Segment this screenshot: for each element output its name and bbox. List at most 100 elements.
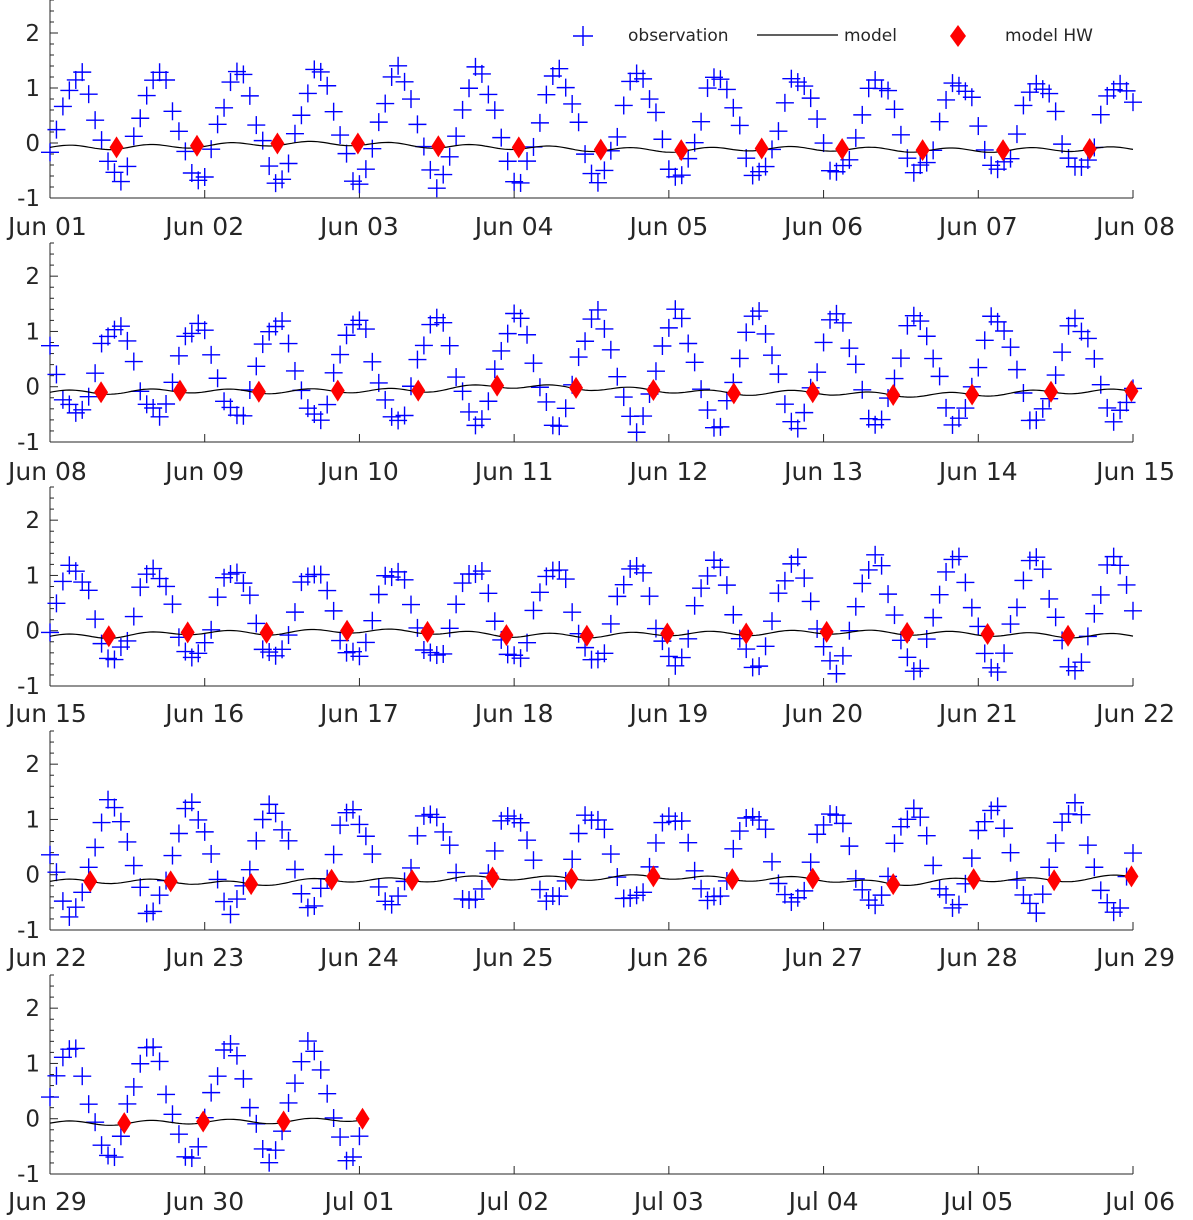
observation-point (402, 90, 420, 109)
observation-point (240, 1098, 259, 1117)
observation-point (53, 572, 72, 591)
observation-point (247, 614, 266, 633)
observation-point (369, 877, 388, 896)
observation-point (118, 832, 137, 851)
observation-point (530, 880, 549, 899)
y-tick-label: 2 (25, 752, 40, 778)
observation-point (227, 1046, 246, 1065)
observation-point (1001, 843, 1020, 862)
model-hw-point (646, 379, 661, 402)
observation-point (872, 410, 891, 429)
observation-point (66, 1039, 85, 1058)
legend-observation-marker (573, 26, 593, 46)
observation-point (737, 149, 756, 168)
observation-point (518, 325, 537, 344)
x-tick-label: Jun 12 (627, 457, 708, 486)
observation-point (227, 890, 246, 909)
model-hw-point (1124, 380, 1139, 403)
observation-point (150, 407, 169, 426)
y-tick-label: 1 (25, 319, 40, 345)
observation-point (698, 566, 717, 585)
legend-model-hw-label: model HW (1005, 26, 1093, 46)
model-hw-point (1044, 380, 1059, 403)
observation-point (692, 112, 711, 131)
observation-point (157, 1085, 176, 1104)
panel-2: -1 0 1 2 Jun 08 Jun 09 Jun 10 Jun 11 Jun 12 Jun 1… (6, 242, 1175, 486)
model-hw-point (490, 374, 505, 397)
observation-point (550, 59, 569, 78)
observation-point (537, 392, 556, 411)
observation-point (182, 324, 201, 343)
observation-point (653, 336, 672, 355)
observation-point (1091, 585, 1110, 604)
observation-point (634, 69, 653, 88)
observation-point (311, 1060, 330, 1079)
observation-point (169, 824, 188, 843)
model-hw-point (980, 623, 995, 646)
observation-point (389, 887, 408, 906)
observation-point (853, 380, 872, 399)
observation-point (975, 812, 994, 831)
x-tick-label: Jun 04 (473, 212, 554, 241)
observation-point (66, 898, 85, 917)
model-hw-point (276, 1110, 291, 1133)
observation-point (447, 863, 466, 882)
observation-point (279, 154, 298, 173)
observation-point (1027, 904, 1046, 923)
observation-point (846, 355, 865, 374)
observation-point (788, 548, 807, 567)
observation-point (105, 650, 124, 669)
observation-point (182, 793, 201, 812)
observation-point (814, 333, 833, 352)
x-tick-label: Jul 02 (477, 1187, 549, 1215)
observation-point (41, 1088, 59, 1107)
observation-point (659, 647, 678, 666)
observation-point (124, 856, 143, 875)
observation-point (447, 127, 466, 146)
observation-point (975, 331, 994, 350)
observation-point (60, 81, 79, 100)
observation-point (453, 382, 472, 401)
model-hw-point (674, 139, 689, 162)
observation-point (685, 596, 704, 615)
observation-point (318, 1084, 337, 1103)
observation-point (266, 804, 285, 823)
model-hw-point (965, 383, 980, 406)
observation-point (202, 844, 221, 863)
observation-point (189, 810, 208, 829)
observation-point (124, 1077, 143, 1096)
observation-point (86, 610, 105, 629)
observation-point (530, 113, 549, 132)
x-tick-label: Jun 07 (937, 212, 1018, 241)
model-hw-point (94, 381, 109, 404)
observation-series (41, 56, 1142, 198)
observation-point (530, 378, 549, 397)
observation-point (588, 810, 607, 829)
y-tick-label: 1 (25, 1051, 40, 1077)
observation-point (144, 1038, 163, 1057)
observation-point (911, 312, 930, 331)
observation-point (1098, 893, 1117, 912)
observation-point (137, 86, 156, 105)
observation-point (118, 1094, 137, 1113)
observation-point (124, 607, 143, 626)
model-hw-point (835, 138, 850, 161)
observation-point (608, 367, 627, 386)
model-hw-point (180, 621, 195, 644)
observation-point (298, 84, 317, 103)
observation-point (672, 648, 691, 667)
observation-point (1033, 885, 1052, 904)
y-tick-label: -1 (17, 430, 40, 456)
observation-point (1053, 343, 1072, 362)
observation-point (685, 353, 704, 372)
observation-point (853, 574, 872, 593)
model-hw-point (1047, 869, 1062, 892)
observation-point (808, 363, 827, 382)
observation-point (292, 106, 311, 125)
observation-point (891, 125, 910, 144)
x-tick-label: Jun 25 (473, 943, 554, 972)
observation-point (324, 102, 343, 121)
observation-point (724, 839, 743, 858)
observation-series (41, 300, 1142, 442)
observation-point (1104, 412, 1123, 431)
